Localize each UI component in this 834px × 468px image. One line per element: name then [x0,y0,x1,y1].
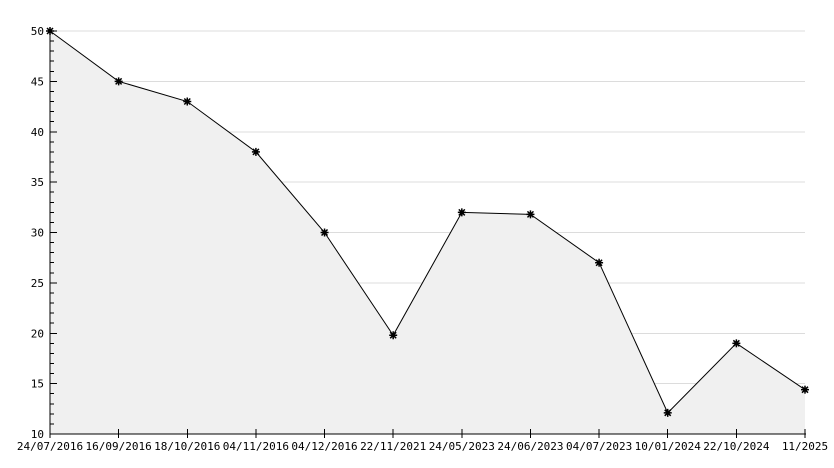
y-tick-label: 40 [31,126,44,139]
data-point-marker [663,408,672,417]
data-point-marker [732,339,741,348]
y-tick-label: 25 [31,277,44,290]
area-fill [50,31,805,434]
x-tick-label: 11/2025 [782,440,828,453]
x-tick-label: 18/10/2016 [154,440,220,453]
data-point-marker [251,147,260,156]
data-point-marker [801,385,809,394]
x-tick-label: 24/06/2023 [497,440,563,453]
data-point-marker [183,97,192,106]
data-point-marker [595,258,604,267]
x-tick-label: 24/05/2023 [429,440,495,453]
x-tick-label: 10/01/2024 [635,440,702,453]
x-tick-label: 04/07/2023 [566,440,632,453]
x-tick-label: 22/10/2024 [703,440,770,453]
y-tick-label: 15 [31,378,44,391]
data-point-marker [320,228,329,237]
x-tick-label: 04/11/2016 [223,440,289,453]
y-tick-label: 10 [31,428,44,441]
x-tick-label: 16/09/2016 [86,440,152,453]
x-tick-label: 24/07/2016 [17,440,83,453]
data-point-marker [114,77,123,86]
y-tick-label: 50 [31,25,44,38]
y-tick-label: 30 [31,227,44,240]
y-tick-label: 20 [31,327,44,340]
data-line [49,30,806,414]
data-point-marker [526,210,535,219]
x-tick-label: 22/11/2021 [360,440,426,453]
y-tick-label: 45 [31,75,44,88]
x-tick-label: 04/12/2016 [291,440,357,453]
data-point-marker [389,331,398,340]
data-point-marker [457,208,466,217]
y-tick-label: 35 [31,176,44,189]
